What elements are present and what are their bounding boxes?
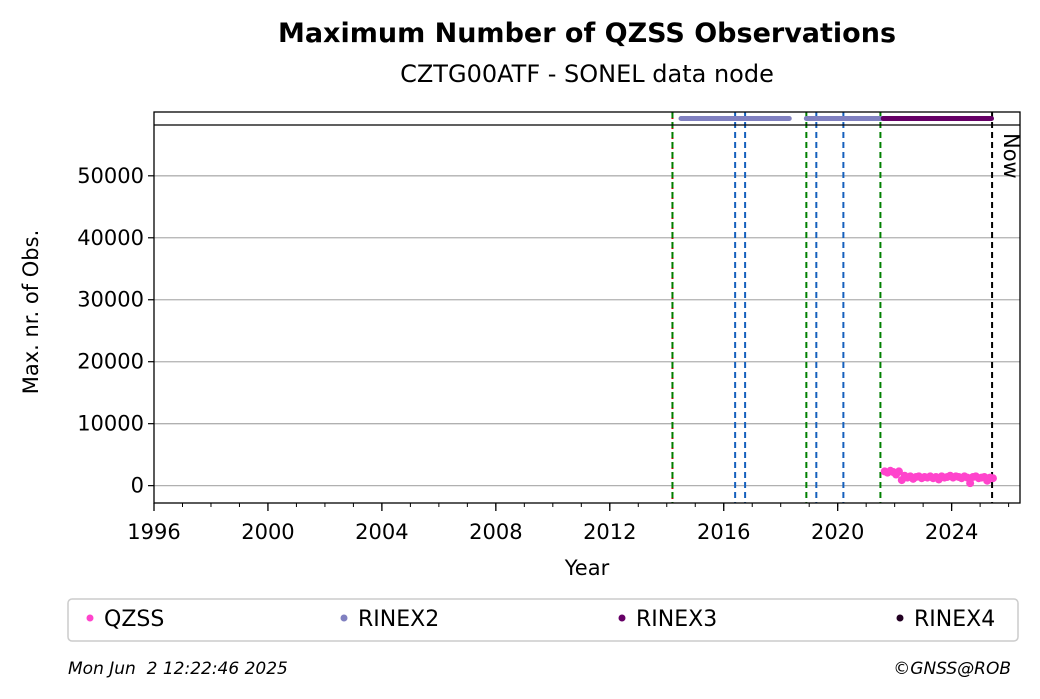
y-tick-label: 50000 (77, 164, 144, 188)
x-axis-ticks: 1996 2000 2004 2008 2012 2016 2020 2024 (127, 503, 1010, 544)
legend-label-rinex4: RINEX4 (914, 607, 995, 632)
footer-timestamp: Mon Jun 2 12:22:46 2025 (68, 659, 288, 679)
y-tick-label: 20000 (77, 350, 144, 374)
grid-lines (154, 175, 1020, 487)
qzss-point (966, 479, 975, 488)
legend-marker-qzss (86, 614, 94, 622)
y-axis-label: Max. nr. of Obs. (19, 230, 43, 395)
y-tick-label: 0 (131, 474, 144, 498)
legend-marker-rinex3 (618, 614, 626, 622)
y-tick-label: 30000 (77, 288, 144, 312)
legend-entry-rinex3: RINEX3 (618, 607, 717, 632)
legend-entry-rinex4: RINEX4 (896, 607, 995, 632)
y-axis-ticks: 0 10000 20000 30000 40000 50000 (77, 164, 154, 498)
qzss-point (988, 474, 997, 483)
y-tick-label: 40000 (77, 226, 144, 250)
chart-subtitle: CZTG00ATF - SONEL data node (400, 60, 774, 88)
legend-marker-rinex2 (340, 614, 348, 622)
chart-title: Maximum Number of QZSS Observations (278, 18, 896, 49)
legend-box (67, 598, 1019, 642)
x-tick-label: 1996 (127, 520, 180, 544)
x-tick-label: 2020 (811, 520, 864, 544)
x-axis-label: Year (564, 556, 610, 580)
now-label: Now (999, 133, 1023, 179)
legend-label-rinex2: RINEX2 (358, 607, 439, 632)
x-tick-label: 2012 (583, 520, 636, 544)
legend-label-qzss: QZSS (104, 607, 164, 632)
x-tick-label: 2008 (469, 520, 522, 544)
footer-credit: ©GNSS@ROB (893, 659, 1011, 679)
x-tick-label: 2000 (241, 520, 294, 544)
y-tick-label: 10000 (77, 412, 144, 436)
x-tick-label: 2004 (355, 520, 408, 544)
legend-label-rinex3: RINEX3 (636, 607, 717, 632)
plot-frame (153, 111, 1021, 504)
legend-entry-qzss: QZSS (86, 607, 164, 632)
legend-marker-rinex4 (896, 614, 904, 622)
qzss-points (880, 466, 997, 488)
event-lines (671, 112, 994, 503)
qzss-point (894, 467, 903, 476)
legend-entry-rinex2: RINEX2 (340, 607, 439, 632)
x-tick-label: 2016 (697, 520, 750, 544)
x-tick-label: 2024 (925, 520, 978, 544)
